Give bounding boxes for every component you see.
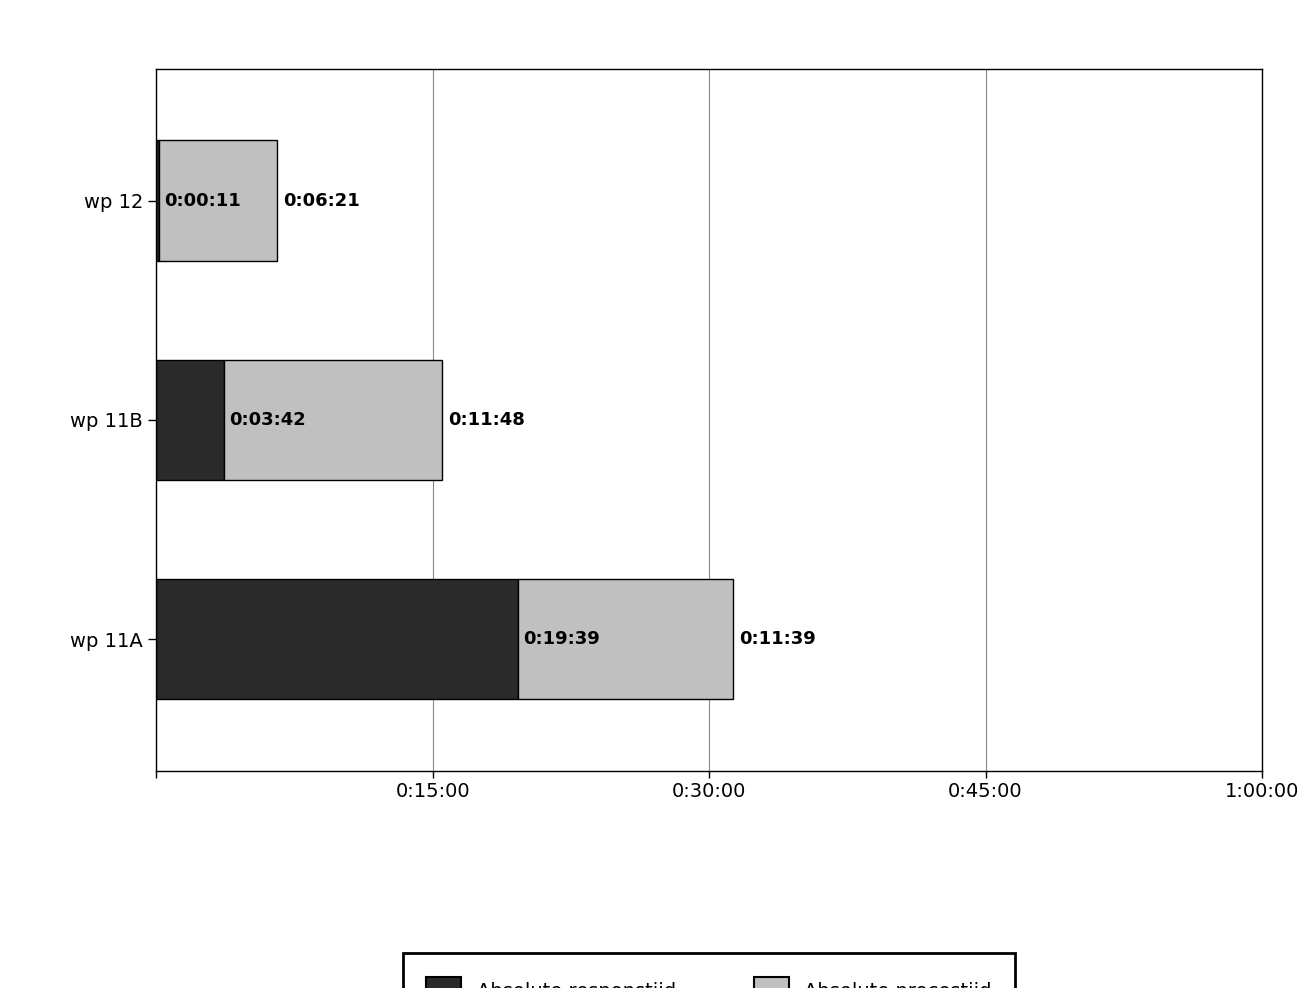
Bar <box>156 579 518 700</box>
Text: 0:11:39: 0:11:39 <box>739 630 816 648</box>
Text: 0:00:11: 0:00:11 <box>164 192 241 209</box>
Text: 0:19:39: 0:19:39 <box>523 630 600 648</box>
Bar <box>160 140 277 261</box>
Text: 0:06:21: 0:06:21 <box>282 192 359 209</box>
Bar <box>224 360 442 480</box>
Text: 0:03:42: 0:03:42 <box>229 411 306 429</box>
Legend: Absolute responstijd, Absolute procestijd: Absolute responstijd, Absolute procestij… <box>403 953 1015 988</box>
Bar <box>518 579 732 700</box>
Bar <box>156 140 160 261</box>
Bar <box>156 360 224 480</box>
Text: 0:11:48: 0:11:48 <box>448 411 524 429</box>
